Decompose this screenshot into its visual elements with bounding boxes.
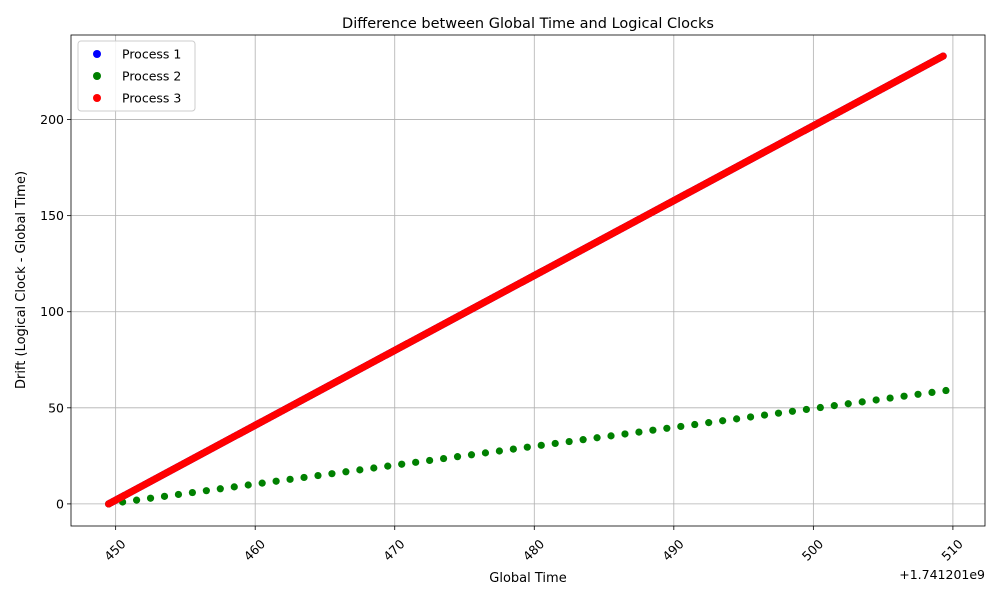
data-point	[760, 411, 769, 419]
data-point	[942, 386, 950, 395]
legend-marker-process-1	[93, 50, 101, 58]
data-point	[356, 466, 364, 474]
data-point	[286, 475, 294, 483]
x-axis-label: Global Time	[489, 571, 566, 586]
data-point	[733, 415, 741, 423]
legend-label-process-3: Process 3	[122, 91, 181, 106]
y-tick-label: 150	[40, 208, 64, 223]
data-point	[635, 428, 643, 436]
data-point	[132, 496, 141, 504]
data-point	[398, 460, 406, 468]
legend-marker-process-3	[93, 94, 101, 102]
data-point	[495, 447, 503, 455]
data-point	[872, 396, 880, 404]
legend-label-process-1: Process 1	[122, 47, 181, 62]
data-point	[928, 388, 936, 397]
data-point	[579, 436, 587, 444]
data-point	[509, 445, 517, 453]
data-point	[774, 409, 783, 417]
data-point	[160, 492, 169, 500]
data-point	[844, 400, 852, 408]
data-point	[939, 52, 947, 60]
data-point	[523, 443, 531, 451]
data-point	[705, 419, 713, 427]
y-axis-label: Drift (Logical Clock - Global Time)	[14, 171, 29, 389]
legend-box	[77, 40, 196, 112]
data-point	[188, 488, 196, 497]
series-3	[105, 52, 947, 508]
plot-frame	[70, 34, 986, 527]
series-2	[105, 386, 950, 508]
data-point	[439, 454, 448, 463]
data-point	[858, 398, 866, 406]
data-point	[565, 437, 573, 446]
data-point	[453, 453, 462, 461]
data-point	[426, 456, 434, 465]
data-point	[663, 424, 671, 432]
data-point	[174, 490, 183, 499]
data-point	[342, 468, 350, 476]
data-point	[886, 394, 894, 402]
y-tick-label: 100	[40, 304, 64, 319]
data-point	[216, 485, 224, 493]
data-point	[384, 462, 392, 470]
data-point	[370, 464, 378, 472]
data-point	[328, 470, 336, 478]
grid	[71, 35, 985, 526]
data-point	[900, 392, 908, 400]
y-tick-label: 0	[56, 496, 64, 511]
data-point	[537, 441, 545, 449]
data-point	[816, 403, 824, 412]
x-axis-offset-label: +1.741201e9	[899, 567, 985, 582]
data-point	[202, 487, 210, 495]
data-points	[105, 52, 950, 508]
data-point	[230, 483, 238, 491]
legend: Process 1 Process 2 Process 3	[77, 40, 196, 112]
data-point	[314, 471, 322, 480]
y-tick-label: 50	[48, 400, 64, 415]
legend-marker-process-2	[93, 72, 101, 80]
data-point	[621, 430, 629, 438]
y-tick-label: 200	[40, 112, 64, 127]
data-point	[719, 417, 727, 425]
data-point	[649, 426, 657, 434]
data-point	[593, 434, 601, 442]
data-point	[272, 477, 280, 485]
data-point	[258, 479, 266, 487]
data-point	[802, 405, 810, 414]
data-point	[551, 439, 559, 448]
legend-label-process-2: Process 2	[122, 69, 181, 84]
data-point	[788, 407, 797, 415]
data-point	[607, 432, 615, 440]
data-point	[746, 413, 755, 421]
data-point	[691, 420, 699, 429]
data-point	[412, 458, 420, 466]
chart-title: Difference between Global Time and Logic…	[342, 16, 714, 32]
data-point	[914, 390, 922, 398]
data-point	[146, 494, 155, 502]
data-point	[481, 449, 490, 457]
data-point	[244, 481, 252, 489]
data-point	[830, 402, 838, 410]
data-point	[467, 451, 476, 459]
data-point	[300, 473, 308, 482]
data-point	[677, 422, 685, 431]
